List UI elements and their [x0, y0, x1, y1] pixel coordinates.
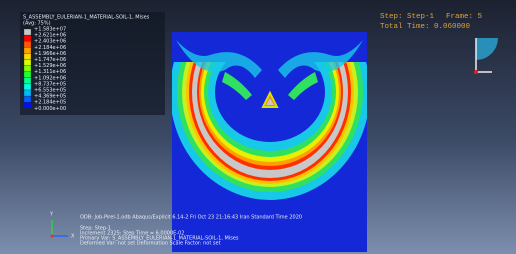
legend: +1.583e+07+2.621e+06+2.403e+06+2.184e+06…: [24, 27, 66, 112]
status-time: Total Time: 0.060000: [380, 23, 471, 31]
legend-swatch: [24, 60, 31, 66]
legend-value: +2.184e+05: [34, 100, 66, 106]
legend-swatch: [24, 72, 31, 78]
legend-swatch: [24, 84, 31, 90]
legend-value: +4.369e+05: [34, 94, 66, 100]
legend-swatch: [24, 90, 31, 96]
legend-swatch: [24, 29, 31, 35]
legend-swatch: [24, 41, 31, 47]
legend-swatch: [24, 66, 31, 72]
legend-swatch: [24, 102, 31, 108]
legend-swatch: [24, 96, 31, 102]
info-deformed: Deformed Var: not set Deformation Scale …: [80, 241, 221, 247]
legend-swatch: [24, 78, 31, 84]
legend-value: +6.553e+05: [34, 88, 66, 94]
legend-value: +1.966e+06: [34, 51, 66, 57]
legend-value: +1.583e+07: [34, 27, 66, 33]
legend-value: +2.184e+06: [34, 45, 66, 51]
legend-value: +1.747e+06: [34, 57, 66, 63]
legend-swatch: [24, 35, 31, 41]
status-frame: Frame: 5: [446, 13, 483, 21]
info-odb: ODB: Job-Pirel-1.odb Abaqus/Explicit 6.1…: [80, 215, 302, 221]
legend-value: +2.621e+06: [34, 33, 66, 39]
axis-x-label: X: [71, 234, 75, 240]
status-step: Step: Step-1: [380, 13, 435, 21]
legend-value: +8.737e+05: [34, 81, 66, 87]
legend-value: +1.311e+06: [34, 69, 66, 75]
legend-value: +0.000e+00: [34, 106, 66, 112]
legend-swatch: [24, 53, 31, 59]
viewport: S_ASSEMBLY_EULERIAN-1_MATERIAL-SOIL-1, M…: [0, 0, 516, 254]
legend-value: +2.403e+06: [34, 39, 66, 45]
legend-value: +1.092e+06: [34, 75, 66, 81]
legend-value: +1.529e+06: [34, 63, 66, 69]
legend-swatch: [24, 47, 31, 53]
